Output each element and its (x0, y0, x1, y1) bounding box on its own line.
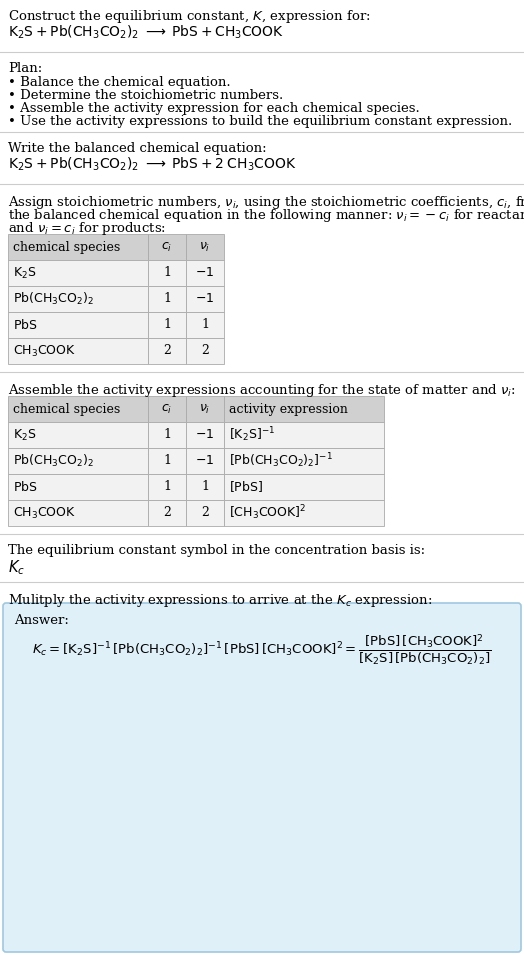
Bar (8, 312, 148, 338)
Bar (186, 448, 224, 474)
FancyBboxPatch shape (3, 603, 521, 952)
Text: 1: 1 (163, 455, 171, 468)
Text: the balanced chemical equation in the following manner: $\nu_i = -c_i$ for react: the balanced chemical equation in the fo… (8, 207, 524, 224)
Bar (8, 474, 148, 500)
Text: Assemble the activity expressions accounting for the state of matter and $\nu_i$: Assemble the activity expressions accoun… (8, 382, 516, 399)
Text: $\nu_i$: $\nu_i$ (199, 402, 211, 415)
Text: $\mathrm{Pb(CH_3CO_2)_2}$: $\mathrm{Pb(CH_3CO_2)_2}$ (13, 453, 94, 469)
Text: $K_c = [\mathrm{K_2S}]^{-1}\,[\mathrm{Pb(CH_3CO_2)_2}]^{-1}\,[\mathrm{PbS}]\,[\m: $K_c = [\mathrm{K_2S}]^{-1}\,[\mathrm{Pb… (32, 632, 492, 668)
Text: 1: 1 (163, 319, 171, 331)
Bar (148, 448, 186, 474)
Text: 2: 2 (201, 345, 209, 357)
Text: Plan:: Plan: (8, 62, 42, 75)
Text: 1: 1 (163, 480, 171, 494)
Text: $\mathrm{Pb(CH_3CO_2)_2}$: $\mathrm{Pb(CH_3CO_2)_2}$ (13, 291, 94, 308)
Text: 1: 1 (201, 480, 209, 494)
Text: $-1$: $-1$ (195, 292, 215, 306)
Text: • Use the activity expressions to build the equilibrium constant expression.: • Use the activity expressions to build … (8, 115, 512, 128)
Bar (148, 312, 186, 338)
Bar (186, 338, 224, 364)
Text: $[\mathrm{K_2S}]^{-1}$: $[\mathrm{K_2S}]^{-1}$ (229, 426, 275, 444)
Text: $\mathrm{CH_3COOK}$: $\mathrm{CH_3COOK}$ (13, 505, 76, 520)
Text: The equilibrium constant symbol in the concentration basis is:: The equilibrium constant symbol in the c… (8, 544, 425, 557)
Text: activity expression: activity expression (229, 402, 348, 415)
Bar (186, 500, 224, 526)
Text: 2: 2 (163, 345, 171, 357)
Bar (8, 286, 148, 312)
Bar (224, 474, 384, 500)
Text: $\nu_i$: $\nu_i$ (199, 241, 211, 253)
Text: $-1$: $-1$ (195, 429, 215, 441)
Bar (8, 500, 148, 526)
Bar (224, 448, 384, 474)
Text: $-1$: $-1$ (195, 455, 215, 468)
Bar (186, 422, 224, 448)
Text: 1: 1 (163, 429, 171, 441)
Text: chemical species: chemical species (13, 241, 120, 253)
Bar (186, 286, 224, 312)
Bar (8, 396, 148, 422)
Text: $\mathrm{K_2S}$: $\mathrm{K_2S}$ (13, 428, 37, 442)
Text: 2: 2 (201, 506, 209, 520)
Text: and $\nu_i = c_i$ for products:: and $\nu_i = c_i$ for products: (8, 220, 166, 237)
Bar (186, 234, 224, 260)
Text: $\mathrm{K_2S + Pb(CH_3CO_2)_2 \;\longrightarrow\; PbS + 2\;CH_3COOK}$: $\mathrm{K_2S + Pb(CH_3CO_2)_2 \;\longri… (8, 156, 297, 174)
Text: Construct the equilibrium constant, $K$, expression for:: Construct the equilibrium constant, $K$,… (8, 8, 370, 25)
Bar (224, 500, 384, 526)
Bar (224, 396, 384, 422)
Text: $-1$: $-1$ (195, 266, 215, 280)
Bar (148, 260, 186, 286)
Text: Mulitply the activity expressions to arrive at the $K_c$ expression:: Mulitply the activity expressions to arr… (8, 592, 432, 609)
Text: • Assemble the activity expression for each chemical species.: • Assemble the activity expression for e… (8, 102, 420, 115)
Bar (148, 234, 186, 260)
Text: $[\mathrm{Pb(CH_3CO_2)_2}]^{-1}$: $[\mathrm{Pb(CH_3CO_2)_2}]^{-1}$ (229, 452, 333, 471)
Bar (148, 286, 186, 312)
Text: $\mathrm{K_2S + Pb(CH_3CO_2)_2 \;\longrightarrow\; PbS + CH_3COOK}$: $\mathrm{K_2S + Pb(CH_3CO_2)_2 \;\longri… (8, 24, 284, 41)
Text: $\mathrm{PbS}$: $\mathrm{PbS}$ (13, 480, 38, 494)
Bar (8, 422, 148, 448)
Text: chemical species: chemical species (13, 402, 120, 415)
Text: Answer:: Answer: (14, 614, 69, 627)
Text: 1: 1 (163, 266, 171, 280)
Text: $K_c$: $K_c$ (8, 558, 25, 577)
Bar (8, 260, 148, 286)
Text: $c_i$: $c_i$ (161, 402, 172, 415)
Bar (148, 338, 186, 364)
Bar (186, 474, 224, 500)
Text: Write the balanced chemical equation:: Write the balanced chemical equation: (8, 142, 267, 155)
Bar (148, 500, 186, 526)
Text: Assign stoichiometric numbers, $\nu_i$, using the stoichiometric coefficients, $: Assign stoichiometric numbers, $\nu_i$, … (8, 194, 524, 211)
Text: • Balance the chemical equation.: • Balance the chemical equation. (8, 76, 231, 89)
Text: $[\mathrm{CH_3COOK}]^2$: $[\mathrm{CH_3COOK}]^2$ (229, 503, 306, 522)
Bar (186, 260, 224, 286)
Text: 2: 2 (163, 506, 171, 520)
Text: 1: 1 (201, 319, 209, 331)
Text: $\mathrm{PbS}$: $\mathrm{PbS}$ (13, 318, 38, 332)
Bar (148, 396, 186, 422)
Bar (148, 422, 186, 448)
Bar (8, 448, 148, 474)
Text: $\mathrm{CH_3COOK}$: $\mathrm{CH_3COOK}$ (13, 344, 76, 358)
Bar (8, 338, 148, 364)
Text: $\mathrm{K_2S}$: $\mathrm{K_2S}$ (13, 265, 37, 281)
Bar (8, 234, 148, 260)
Bar (148, 474, 186, 500)
Text: $c_i$: $c_i$ (161, 241, 172, 253)
Text: 1: 1 (163, 292, 171, 306)
Bar (186, 396, 224, 422)
Bar (186, 312, 224, 338)
Text: $[\mathrm{PbS}]$: $[\mathrm{PbS}]$ (229, 479, 263, 495)
Bar (224, 422, 384, 448)
Text: • Determine the stoichiometric numbers.: • Determine the stoichiometric numbers. (8, 89, 283, 102)
